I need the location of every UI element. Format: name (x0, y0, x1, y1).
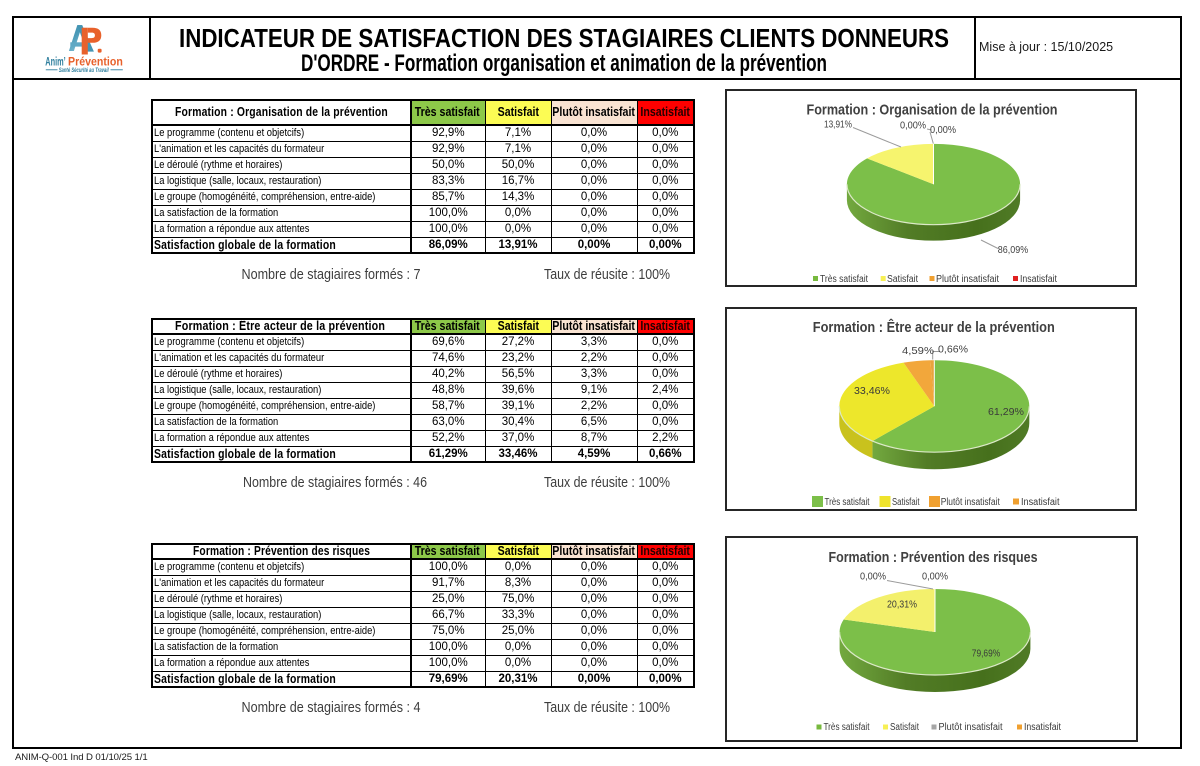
svg-text:Formation : Organisation de la: Formation : Organisation de la préventio… (807, 101, 1058, 118)
svg-text:Insatisfait: Insatisfait (1020, 274, 1057, 285)
svg-text:13,91%: 13,91% (824, 119, 852, 131)
svg-text:D'ORDRE - Formation organisati: D'ORDRE - Formation organisation et anim… (301, 50, 827, 77)
svg-text:Insatisfait: Insatisfait (1024, 722, 1061, 733)
svg-text:0,66%: 0,66% (938, 344, 968, 356)
svg-text:Satisfait: Satisfait (890, 722, 919, 733)
svg-text:Nombre de stagiaires formés :: Nombre de stagiaires formés : 46 (243, 475, 427, 491)
svg-text:86,09%: 86,09% (998, 244, 1028, 256)
svg-text:Plutôt insatisfait: Plutôt insatisfait (939, 722, 1003, 733)
svg-text:Satisfait: Satisfait (887, 274, 918, 285)
svg-text:Formation : Être acteur de la: Formation : Être acteur de la prévention (813, 318, 1055, 336)
svg-text:61,29%: 61,29% (988, 406, 1024, 418)
svg-text:Très satisfait: Très satisfait (820, 274, 868, 285)
svg-text:0,00%: 0,00% (900, 120, 926, 132)
svg-text:4,59%: 4,59% (902, 345, 934, 357)
svg-text:79,69%: 79,69% (972, 648, 1000, 660)
svg-text:Insatisfait: Insatisfait (1021, 497, 1060, 508)
svg-text:0,00%: 0,00% (860, 571, 886, 583)
svg-text:Satisfait: Satisfait (892, 497, 920, 508)
svg-text:Nombre de stagiaires formés :: Nombre de stagiaires formés : 4 (242, 700, 421, 716)
svg-text:20,31%: 20,31% (887, 599, 917, 611)
svg-text:INDICATEUR DE SATISFACTION DES: INDICATEUR DE SATISFACTION DES STAGIAIRE… (179, 23, 949, 53)
svg-text:Très satisfait: Très satisfait (824, 722, 870, 733)
svg-text:33,46%: 33,46% (854, 385, 890, 397)
svg-text:0,00%: 0,00% (930, 124, 956, 136)
svg-text:Santé Sécurité au Travail: Santé Sécurité au Travail (59, 68, 109, 74)
svg-text:Plutôt insatisfait: Plutôt insatisfait (941, 497, 1000, 508)
svg-text:Plutôt insatisfait: Plutôt insatisfait (936, 274, 999, 285)
svg-text:Taux de réusite : 100%: Taux de réusite : 100% (544, 475, 670, 491)
svg-text:Taux de réusite : 100%: Taux de réusite : 100% (544, 267, 670, 283)
svg-text:Taux de réusite : 100%: Taux de réusite : 100% (544, 700, 670, 716)
svg-text:Formation : Prévention des ris: Formation : Prévention des risques (829, 549, 1038, 566)
svg-text:0,00%: 0,00% (922, 571, 948, 583)
svg-text:Très satisfait: Très satisfait (825, 497, 870, 508)
svg-text:Prévention: Prévention (68, 57, 123, 69)
svg-text:Anim’: Anim’ (45, 57, 65, 69)
svg-text:Nombre de stagiaires formés :: Nombre de stagiaires formés : 7 (242, 267, 421, 283)
